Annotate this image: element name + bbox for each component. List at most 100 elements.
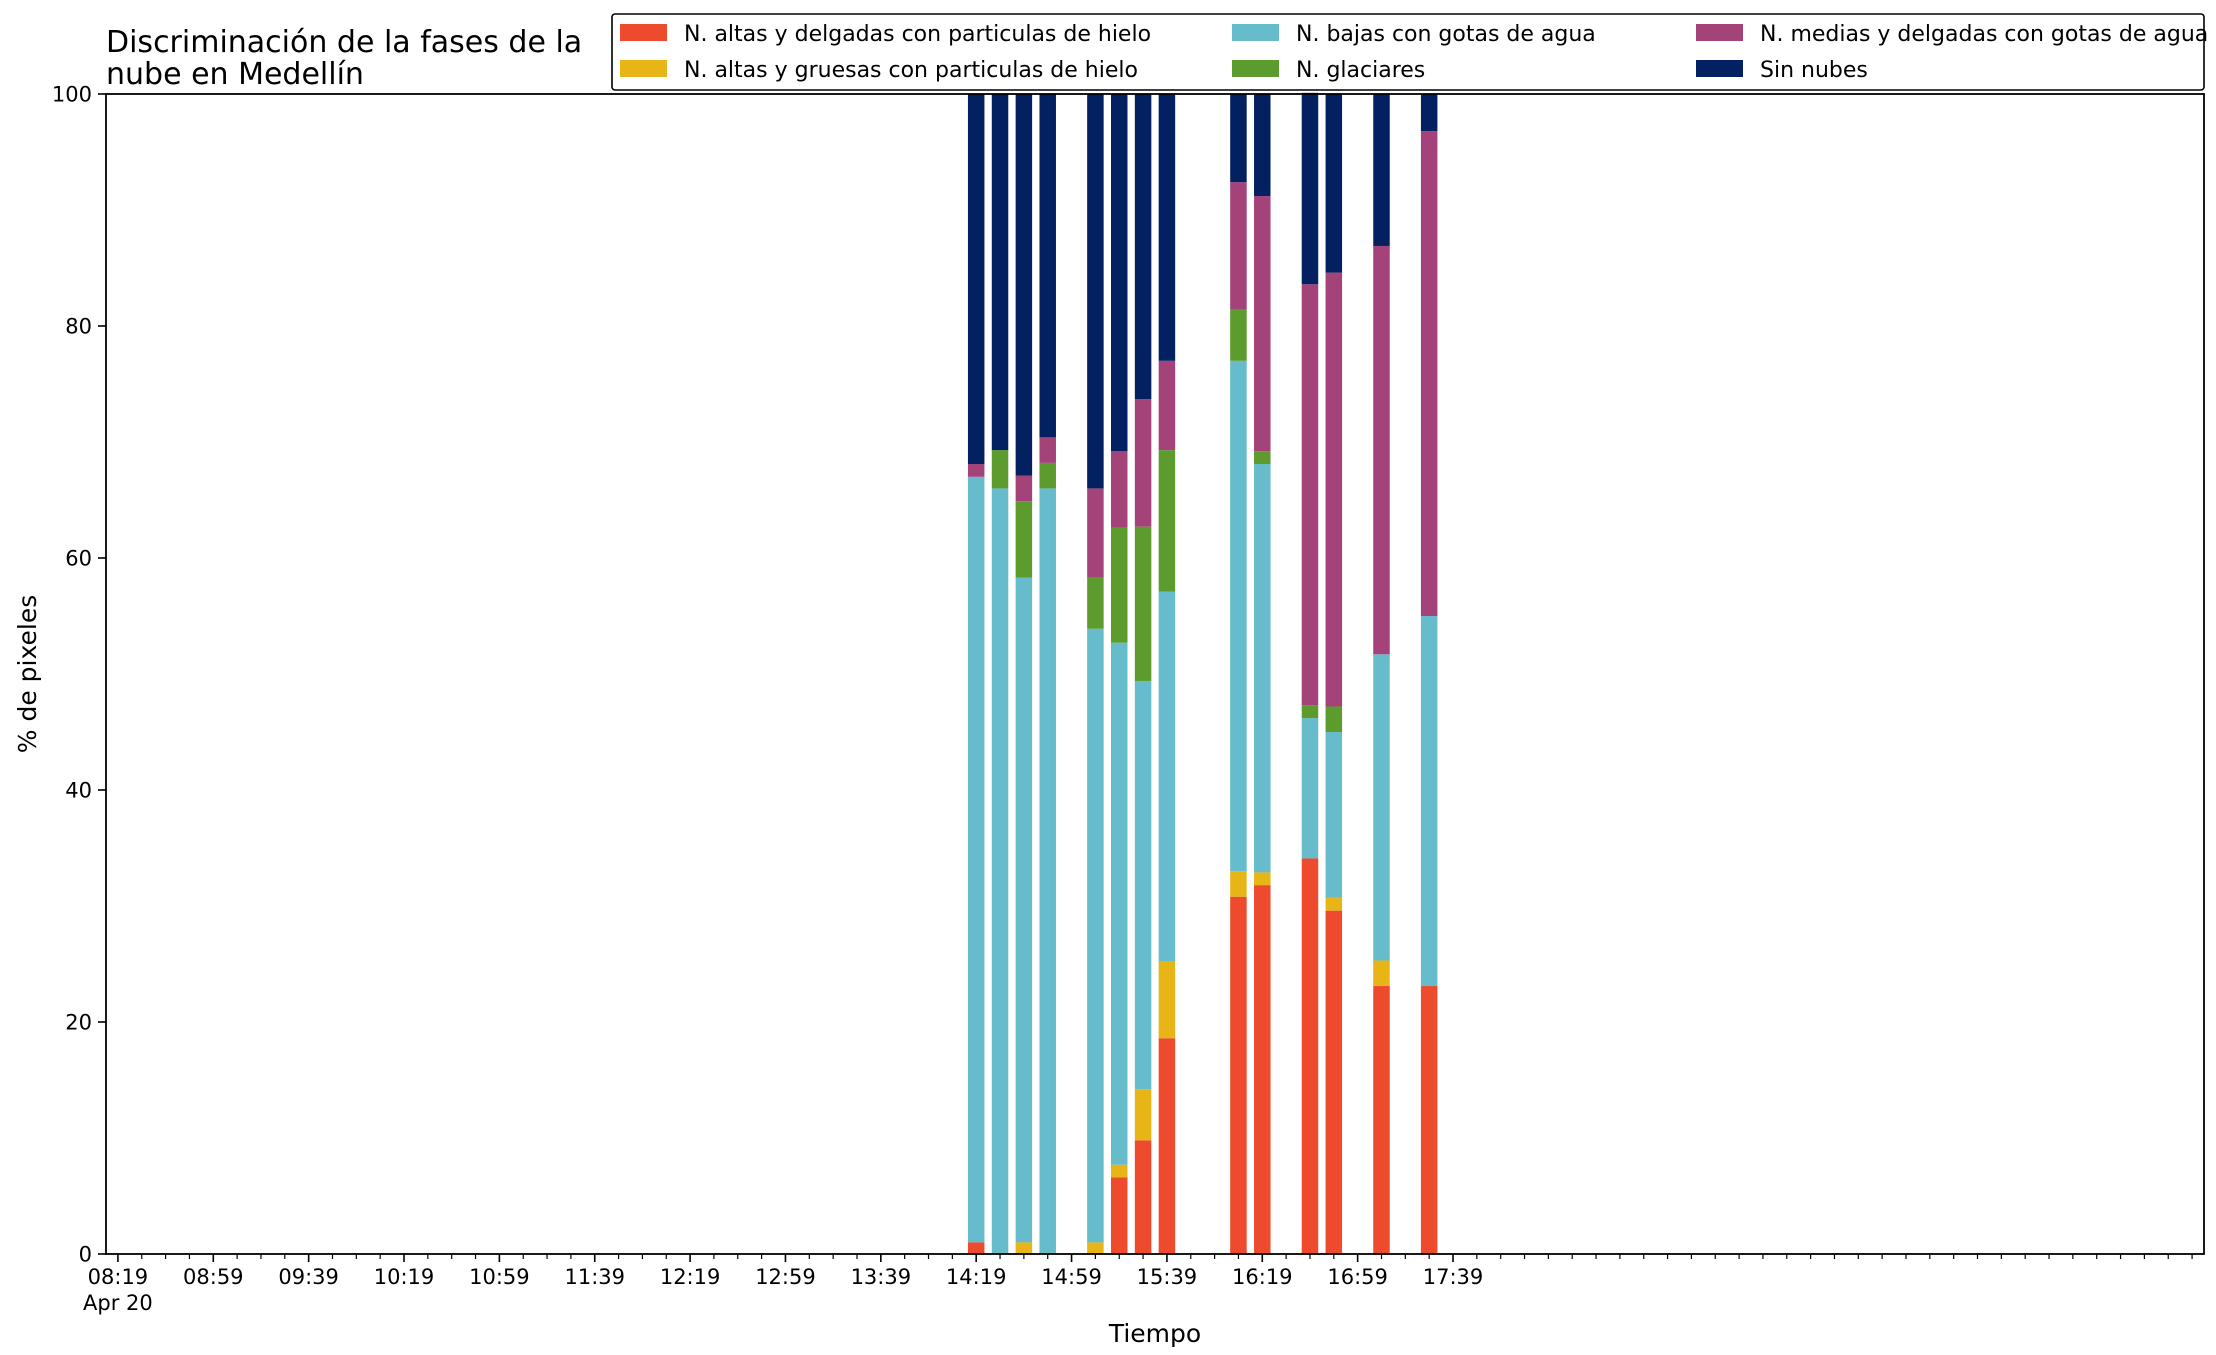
bar-segment-510-series-5	[1325, 94, 1343, 273]
x-tick-label: 14:19	[946, 1265, 1007, 1289]
legend-swatch-2	[1232, 24, 1279, 41]
bar-segment-500-series-0	[1301, 858, 1319, 1254]
x-tick-label: 09:39	[278, 1265, 339, 1289]
bar-segment-440-series-4	[1158, 360, 1176, 451]
bar-segment-510-series-0	[1325, 910, 1343, 1254]
bar-segment-430-series-5	[1134, 94, 1152, 400]
bar-stacks	[967, 92, 1438, 1254]
bar-segment-510-series-1	[1325, 897, 1343, 911]
bar-segment-390-series-4	[1039, 437, 1056, 463]
bar-segment-510-series-3	[1325, 706, 1343, 732]
bar-segment-470-series-0	[1230, 896, 1247, 1254]
legend: N. altas y delgadas con particulas de hi…	[611, 13, 2208, 91]
bar-segment-440-series-1	[1158, 961, 1176, 1039]
bar-segment-420-series-3	[1110, 527, 1128, 643]
bar-segment-380-series-1	[1015, 1242, 1033, 1254]
x-tick-label: 17:39	[1423, 1265, 1484, 1289]
bar-segment-360-series-0	[967, 1242, 985, 1254]
bar-segment-470-series-5	[1230, 94, 1247, 183]
bar-segment-530-series-1	[1373, 960, 1390, 987]
x-tick-label: 15:39	[1137, 1265, 1198, 1289]
bar-segment-440-series-3	[1158, 450, 1176, 592]
bar-segment-480-series-2	[1254, 464, 1271, 873]
bar-segment-410-series-1	[1087, 1242, 1104, 1254]
bar-segment-440-series-2	[1158, 591, 1176, 962]
y-tick-label: 80	[65, 315, 92, 339]
bar-segment-420-series-5	[1110, 94, 1128, 452]
bar-segment-550-series-2	[1420, 616, 1438, 987]
bar-segment-440-series-0	[1158, 1038, 1176, 1254]
bar-segment-430-series-0	[1134, 1140, 1152, 1254]
bar-segment-430-series-1	[1134, 1089, 1152, 1141]
legend-label-4: N. medias y delgadas con gotas de agua	[1760, 22, 2208, 47]
y-tick-label: 100	[52, 83, 92, 107]
y-axis-label: % de pixeles	[13, 595, 42, 753]
bar-segment-360-series-2	[967, 476, 985, 1243]
legend-label-3: N. glaciares	[1296, 58, 1425, 83]
bar-segment-390-series-2	[1039, 488, 1056, 1254]
chart-title-line-1: Discriminación de la fases de la	[106, 25, 582, 60]
x-tick-label: 10:19	[374, 1265, 435, 1289]
bar-segment-380-series-3	[1015, 501, 1033, 578]
x-tick-label: 13:39	[851, 1265, 912, 1289]
bar-segment-500-series-2	[1301, 718, 1319, 859]
bar-segment-430-series-3	[1134, 526, 1152, 681]
x-tick-label: 14:59	[1041, 1265, 1102, 1289]
legend-swatch-1	[620, 60, 667, 77]
bar-segment-390-series-3	[1039, 462, 1056, 489]
x-tick-label: 08:19	[88, 1265, 149, 1289]
bar-segment-410-series-2	[1087, 628, 1104, 1243]
bar-segment-510-series-2	[1325, 732, 1343, 898]
x-tick-label: 12:19	[660, 1265, 721, 1289]
bar-segment-440-series-5	[1158, 94, 1176, 361]
legend-label-0: N. altas y delgadas con particulas de hi…	[684, 22, 1151, 47]
bar-segment-480-series-5	[1254, 94, 1271, 197]
bar-segment-480-series-0	[1254, 885, 1271, 1254]
chart-title: Discriminación de la fases de la nube en…	[106, 25, 582, 92]
bar-segment-470-series-4	[1230, 182, 1247, 310]
chart-title-line-2: nube en Medellín	[106, 57, 364, 92]
bar-segment-380-series-4	[1015, 475, 1033, 502]
bar-segment-430-series-2	[1134, 680, 1152, 1090]
bar-segment-470-series-2	[1230, 360, 1247, 872]
bar-segment-360-series-4	[967, 464, 985, 477]
legend-label-1: N. altas y gruesas con particulas de hie…	[684, 58, 1138, 83]
bar-segment-410-series-5	[1087, 94, 1104, 489]
bar-segment-430-series-4	[1134, 399, 1152, 527]
bar-segment-390-series-5	[1039, 94, 1056, 438]
bar-segment-530-series-4	[1373, 245, 1390, 655]
bar-segment-420-series-2	[1110, 642, 1128, 1165]
bar-segment-550-series-5	[1420, 94, 1438, 132]
bar-segment-480-series-1	[1254, 872, 1271, 886]
y-tick-label: 60	[65, 547, 92, 571]
bar-segment-530-series-0	[1373, 986, 1390, 1254]
legend-frame	[611, 13, 2205, 91]
bar-segment-530-series-2	[1373, 654, 1390, 961]
x-axis-label: Tiempo	[1108, 1319, 1201, 1348]
bar-segment-550-series-0	[1420, 986, 1438, 1254]
bar-segment-380-series-5	[1015, 94, 1033, 476]
bar-segment-500-series-5	[1301, 92, 1319, 285]
x-tick-sublabel: Apr 20	[83, 1291, 153, 1315]
y-tick-label: 0	[79, 1243, 92, 1267]
bar-segment-360-series-5	[967, 94, 985, 465]
legend-swatch-4	[1696, 24, 1743, 41]
legend-swatch-5	[1696, 60, 1743, 77]
legend-label-2: N. bajas con gotas de agua	[1296, 22, 1596, 47]
y-tick-label: 20	[65, 1011, 92, 1035]
bar-segment-420-series-4	[1110, 451, 1128, 528]
bar-segment-470-series-1	[1230, 871, 1247, 897]
bar-segment-510-series-4	[1325, 272, 1343, 707]
bar-segment-480-series-4	[1254, 196, 1271, 452]
y-tick-label: 40	[65, 779, 92, 803]
bar-segment-370-series-3	[991, 450, 1009, 489]
x-tick-label: 08:59	[183, 1265, 244, 1289]
bar-segment-420-series-0	[1110, 1177, 1128, 1254]
x-tick-label: 11:39	[564, 1265, 625, 1289]
bar-segment-380-series-2	[1015, 577, 1033, 1243]
legend-label-5: Sin nubes	[1760, 58, 1868, 83]
bar-segment-500-series-4	[1301, 284, 1319, 706]
bar-segment-500-series-3	[1301, 705, 1319, 719]
